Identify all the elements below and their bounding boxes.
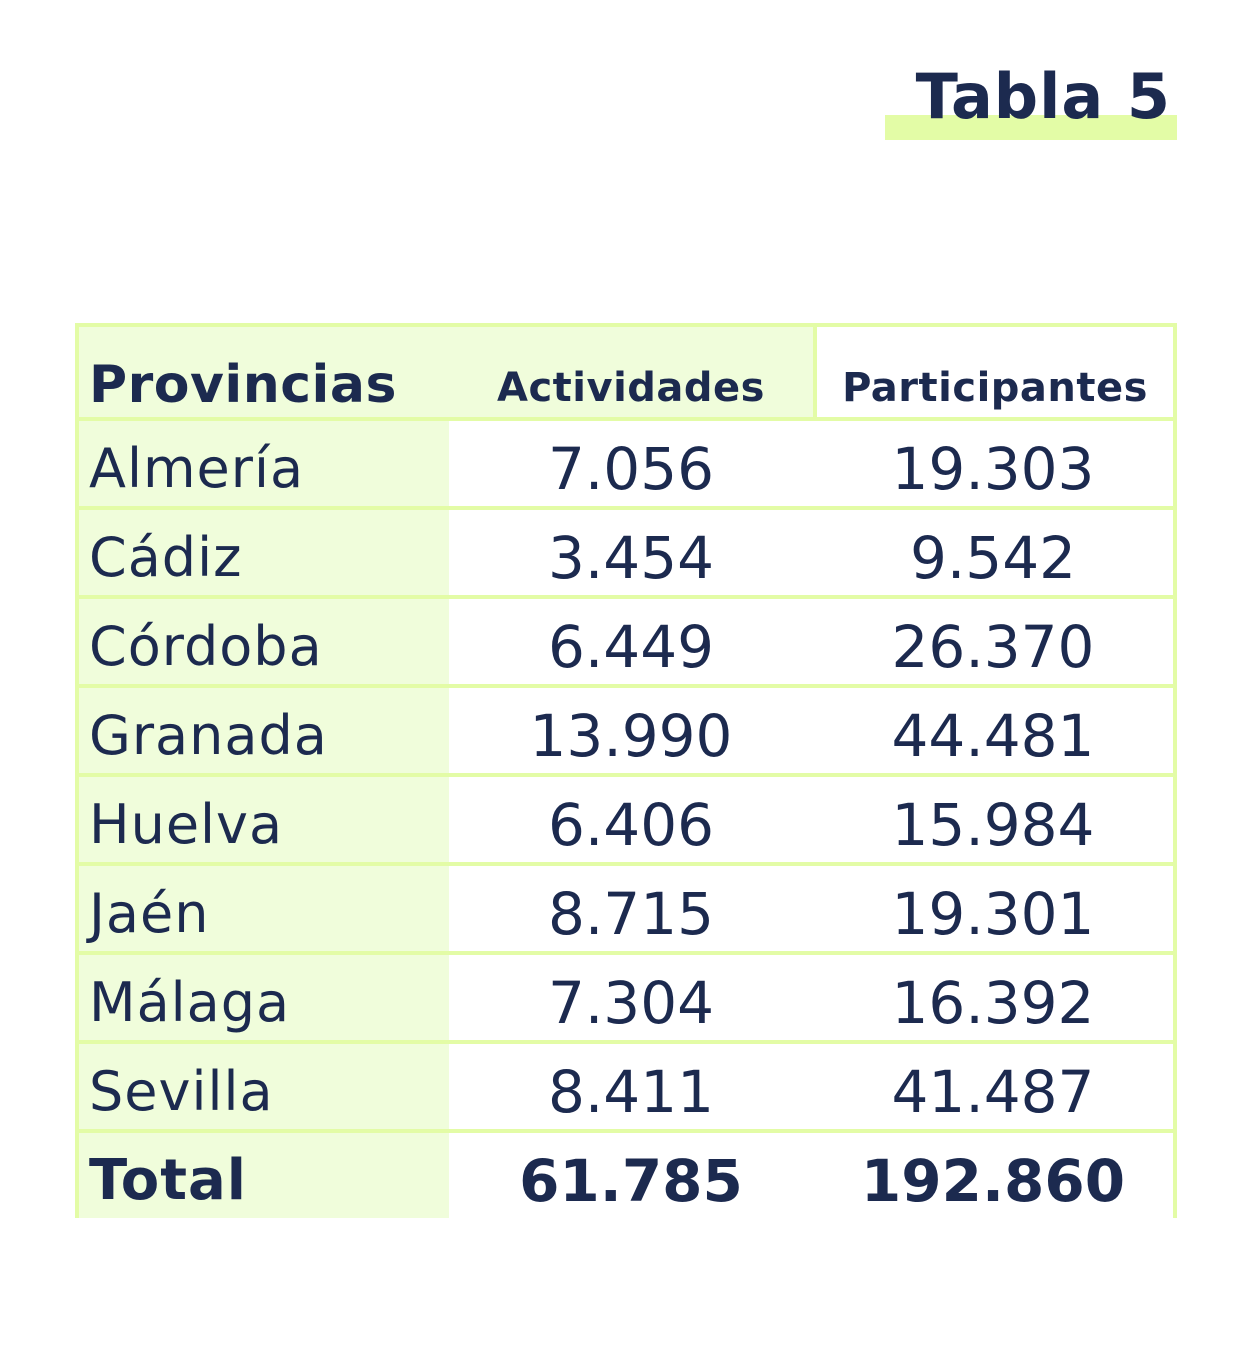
table-title: Tabla 5 — [915, 60, 1171, 133]
header-provincias: Provincias — [79, 327, 449, 417]
table-header-row: Provincias Actividades Participantes — [79, 327, 1173, 417]
actividades-cell: 3.454 — [449, 510, 813, 595]
table-row: Córdoba 6.449 26.370 — [79, 595, 1173, 684]
province-cell: Jaén — [79, 866, 449, 951]
province-cell: Huelva — [79, 777, 449, 862]
participantes-cell: 9.542 — [813, 510, 1173, 595]
participantes-cell: 41.487 — [813, 1044, 1173, 1129]
title-highlight — [885, 115, 1177, 140]
participantes-cell: 19.301 — [813, 866, 1173, 951]
table-row: Granada 13.990 44.481 — [79, 684, 1173, 773]
total-label: Total — [79, 1133, 449, 1218]
participantes-cell: 16.392 — [813, 955, 1173, 1040]
table-row: Jaén 8.715 19.301 — [79, 862, 1173, 951]
participantes-cell: 19.303 — [813, 421, 1173, 506]
table-title-block: Tabla 5 — [885, 60, 1177, 142]
total-participantes: 192.860 — [813, 1133, 1173, 1218]
province-cell: Málaga — [79, 955, 449, 1040]
actividades-cell: 13.990 — [449, 688, 813, 773]
header-participantes: Participantes — [813, 327, 1173, 417]
table-row: Almería 7.056 19.303 — [79, 417, 1173, 506]
province-cell: Almería — [79, 421, 449, 506]
participantes-cell: 26.370 — [813, 599, 1173, 684]
province-cell: Córdoba — [79, 599, 449, 684]
province-cell: Cádiz — [79, 510, 449, 595]
total-actividades: 61.785 — [449, 1133, 813, 1218]
actividades-cell: 8.715 — [449, 866, 813, 951]
table-row: Málaga 7.304 16.392 — [79, 951, 1173, 1040]
participantes-cell: 15.984 — [813, 777, 1173, 862]
actividades-cell: 6.449 — [449, 599, 813, 684]
actividades-cell: 6.406 — [449, 777, 813, 862]
provinces-table: Provincias Actividades Participantes Alm… — [75, 323, 1177, 1218]
actividades-cell: 7.304 — [449, 955, 813, 1040]
table-row: Cádiz 3.454 9.542 — [79, 506, 1173, 595]
participantes-cell: 44.481 — [813, 688, 1173, 773]
table-row: Sevilla 8.411 41.487 — [79, 1040, 1173, 1129]
province-cell: Sevilla — [79, 1044, 449, 1129]
province-cell: Granada — [79, 688, 449, 773]
actividades-cell: 7.056 — [449, 421, 813, 506]
table-row: Huelva 6.406 15.984 — [79, 773, 1173, 862]
table-total-row: Total 61.785 192.860 — [79, 1129, 1173, 1218]
header-actividades: Actividades — [449, 327, 813, 417]
actividades-cell: 8.411 — [449, 1044, 813, 1129]
